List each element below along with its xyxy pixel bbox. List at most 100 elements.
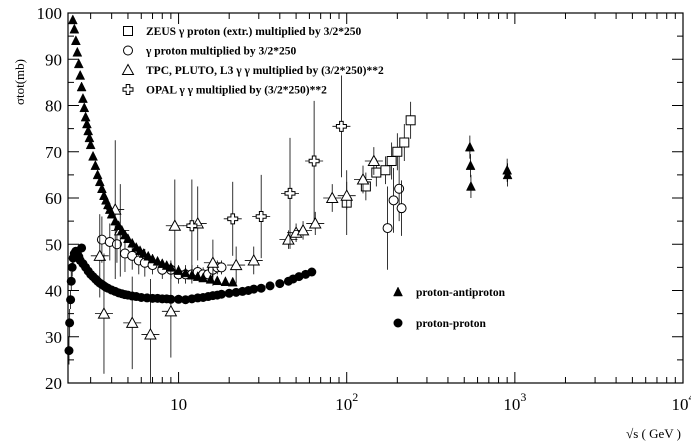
series-open-square bbox=[341, 101, 416, 235]
data-point bbox=[284, 187, 296, 199]
data-point bbox=[73, 58, 84, 69]
data-point bbox=[247, 253, 261, 266]
data-point bbox=[92, 169, 103, 180]
data-point bbox=[186, 269, 197, 280]
data-point bbox=[249, 284, 259, 294]
data-point bbox=[392, 146, 403, 157]
data-point bbox=[97, 307, 111, 319]
data-point bbox=[371, 167, 382, 178]
legend-label: proton-proton bbox=[416, 318, 486, 330]
legend-entry: γ proton multiplied by 3/2*250 bbox=[123, 45, 296, 58]
legend-marker bbox=[393, 286, 403, 297]
legend-marker bbox=[123, 26, 133, 36]
data-point bbox=[78, 93, 88, 103]
data-point bbox=[465, 160, 476, 170]
data-point bbox=[340, 189, 354, 201]
x-tick-label: 103 bbox=[503, 390, 526, 414]
x-tick-exponent: 2 bbox=[352, 390, 358, 404]
data-point bbox=[275, 279, 285, 289]
data-point bbox=[80, 111, 91, 122]
legend-marker bbox=[121, 63, 135, 75]
y-tick-label: 70 bbox=[45, 143, 62, 162]
data-point bbox=[67, 14, 78, 25]
y-tick-label: 100 bbox=[37, 4, 63, 23]
data-point bbox=[308, 216, 322, 229]
data-point bbox=[382, 223, 393, 234]
data-point bbox=[79, 102, 90, 113]
data-point bbox=[466, 180, 476, 191]
data-point bbox=[66, 295, 76, 305]
x-tick-label: 104 bbox=[672, 390, 691, 414]
legend-entry: ZEUS γ proton (extr.) multiplied by 3/2*… bbox=[123, 26, 362, 38]
data-point bbox=[144, 327, 157, 340]
data-point bbox=[85, 139, 96, 150]
data-point bbox=[165, 261, 176, 272]
data-point bbox=[127, 237, 138, 248]
data-point bbox=[138, 247, 149, 258]
y-axis: 20 30 40 50 60 70 80 90 100 bbox=[37, 4, 683, 393]
legend-top: ZEUS γ proton (extr.) multiplied by 3/2*… bbox=[121, 26, 384, 97]
data-point bbox=[325, 191, 339, 203]
legend-entry: OPAL γ γ multiplied by (3/2*250)**2 bbox=[122, 84, 327, 97]
series-open-cross bbox=[182, 75, 351, 272]
data-point bbox=[227, 276, 238, 287]
y-tick-label: 90 bbox=[45, 50, 62, 69]
data-point bbox=[229, 258, 243, 271]
data-point bbox=[168, 219, 182, 231]
data-point bbox=[173, 265, 184, 275]
data-point bbox=[356, 172, 370, 185]
series-open-triangle bbox=[90, 140, 383, 383]
data-point bbox=[335, 120, 347, 132]
legend-label: γ proton multiplied by 3/2*250 bbox=[145, 46, 296, 58]
legend-label: proton-antiproton bbox=[416, 287, 506, 299]
data-point bbox=[216, 289, 226, 299]
data-point bbox=[388, 195, 399, 206]
series-filled-circle bbox=[64, 243, 317, 365]
data-point bbox=[205, 273, 216, 284]
y-tick-label: 40 bbox=[45, 282, 62, 301]
series-filled-triangle bbox=[67, 14, 513, 287]
data-point bbox=[296, 223, 310, 236]
data-point bbox=[464, 141, 475, 152]
data-point bbox=[502, 169, 513, 180]
data-point bbox=[123, 233, 133, 243]
data-point bbox=[64, 346, 74, 356]
data-point bbox=[75, 69, 86, 80]
y-axis-title: σtot(mb) bbox=[12, 59, 27, 105]
data-point bbox=[367, 154, 381, 166]
data-point bbox=[399, 137, 410, 148]
data-point bbox=[386, 156, 397, 166]
data-point bbox=[93, 249, 107, 261]
data-point bbox=[206, 256, 220, 268]
legend-marker bbox=[123, 45, 133, 56]
legend-marker bbox=[122, 84, 134, 95]
x-axis-title: √s ( GeV ) bbox=[626, 426, 681, 441]
data-series bbox=[64, 14, 513, 383]
data-point bbox=[72, 46, 83, 57]
data-point bbox=[66, 276, 76, 286]
data-point bbox=[192, 271, 203, 281]
data-point bbox=[97, 183, 107, 193]
y-tick-label: 50 bbox=[45, 235, 62, 254]
legend-label: TPC, PLUTO, L3 γ γ multiplied by (3/2*25… bbox=[146, 65, 384, 77]
y-tick-label: 30 bbox=[45, 328, 62, 347]
data-point bbox=[227, 213, 239, 225]
x-tick-exponent: 4 bbox=[689, 390, 691, 404]
data-point bbox=[186, 220, 198, 232]
data-point bbox=[307, 267, 317, 277]
data-point bbox=[147, 253, 158, 264]
data-point bbox=[394, 183, 405, 194]
data-point bbox=[90, 160, 101, 170]
data-point bbox=[198, 272, 209, 283]
legend-entry: proton-proton bbox=[393, 318, 486, 330]
data-point bbox=[166, 294, 176, 304]
data-point bbox=[106, 208, 117, 219]
data-point bbox=[65, 318, 75, 328]
y-tick-label: 20 bbox=[45, 374, 62, 393]
data-point bbox=[77, 243, 87, 253]
legend-label: ZEUS γ proton (extr.) multiplied by 3/2*… bbox=[146, 26, 362, 38]
data-point bbox=[224, 288, 234, 298]
data-point bbox=[256, 283, 266, 293]
x-tick-exponent: 3 bbox=[520, 390, 526, 404]
